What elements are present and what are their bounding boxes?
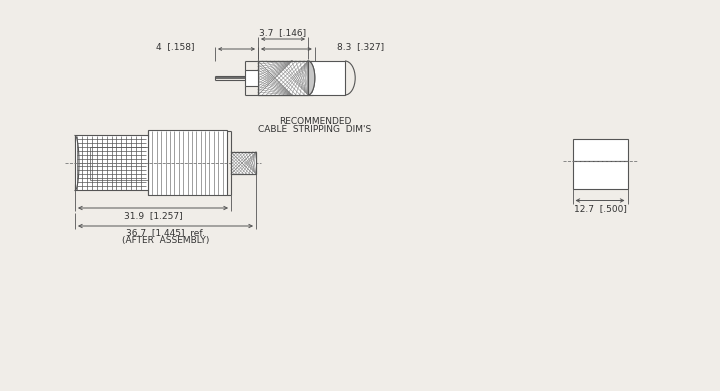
Text: 4  [.158]: 4 [.158] bbox=[156, 43, 195, 52]
Bar bbox=[245, 70, 258, 86]
Polygon shape bbox=[308, 61, 345, 95]
Text: 31.9  [1.257]: 31.9 [1.257] bbox=[124, 212, 182, 221]
Bar bbox=[75, 135, 148, 190]
Bar bbox=[148, 130, 227, 195]
Bar bbox=[258, 61, 308, 95]
Bar bbox=[231, 152, 256, 174]
Text: CABLE  STRIPPING  DIM'S: CABLE STRIPPING DIM'S bbox=[258, 124, 372, 133]
Polygon shape bbox=[308, 61, 315, 95]
Text: 8.3  [.327]: 8.3 [.327] bbox=[337, 43, 384, 52]
Text: (AFTER  ASSEMBLY): (AFTER ASSEMBLY) bbox=[122, 235, 210, 244]
Bar bbox=[258, 61, 308, 95]
Text: RECOMMENDED: RECOMMENDED bbox=[279, 117, 351, 126]
Bar bbox=[231, 152, 256, 174]
Text: 12.7  [.500]: 12.7 [.500] bbox=[574, 204, 626, 213]
Bar bbox=[572, 161, 628, 188]
Text: 3.7  [.146]: 3.7 [.146] bbox=[259, 29, 307, 38]
Text: 36.7  [1.445]  ref.: 36.7 [1.445] ref. bbox=[126, 228, 205, 237]
Bar bbox=[572, 138, 628, 161]
